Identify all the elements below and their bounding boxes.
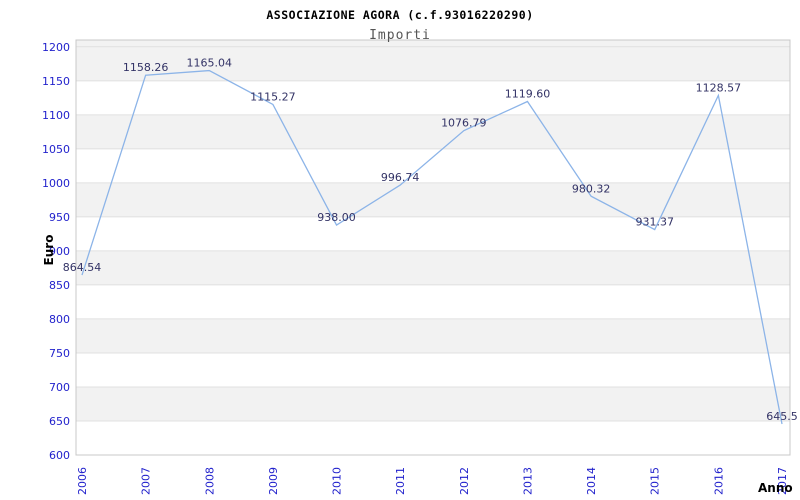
x-tick-label: 2010 — [331, 467, 344, 495]
data-point-label: 938.00 — [317, 211, 356, 224]
gridlines — [76, 46, 790, 422]
y-tick-label: 1150 — [42, 75, 70, 88]
x-tick-label: 2017 — [776, 467, 789, 495]
plot-band — [76, 114, 790, 149]
chart-subtitle: Importi — [369, 28, 431, 43]
x-tick-label: 2011 — [394, 467, 407, 495]
data-point-label: 864.54 — [63, 261, 102, 274]
chart-title: ASSOCIAZIONE AGORA (c.f.93016220290) — [266, 8, 533, 22]
data-line-layer — [81, 69, 783, 425]
x-tick-label: 2012 — [458, 467, 471, 495]
plot-band — [76, 182, 790, 217]
plot-band — [76, 40, 790, 81]
data-point-label: 645.5 — [766, 410, 798, 423]
y-axis-title: Euro — [42, 235, 56, 266]
data-point-label: 1165.04 — [187, 57, 233, 70]
data-point-label: 1119.60 — [505, 88, 551, 101]
y-tick-label: 700 — [49, 381, 70, 394]
data-point-label: 1115.27 — [250, 90, 296, 103]
y-tick-label: 750 — [49, 347, 70, 360]
y-tick-label: 1050 — [42, 143, 70, 156]
plot-band — [76, 386, 790, 421]
data-point-label: 980.32 — [572, 182, 611, 195]
data-point-label: 1158.26 — [123, 61, 169, 74]
data-point-label: 1076.79 — [441, 117, 487, 130]
x-axis-title: Anno — [758, 481, 793, 495]
y-tick-label: 850 — [49, 279, 70, 292]
x-axis-tick-labels: 2006 2007 2008 2009 2010 2011 2012 2013 2014 2015… — [76, 467, 789, 495]
x-tick-label: 2013 — [521, 467, 534, 495]
x-tick-label: 2014 — [585, 467, 598, 495]
x-tick-label: 2006 — [76, 467, 89, 495]
x-tick-label: 2007 — [140, 467, 153, 495]
data-point-label: 996.74 — [381, 171, 420, 184]
x-tick-label: 2015 — [649, 467, 662, 495]
data-point-labels: 864.54 1158.26 1165.04 1115.27 938.00 996.74 1… — [63, 57, 798, 423]
data-point-label: 1128.57 — [696, 81, 742, 94]
y-tick-label: 600 — [49, 449, 70, 462]
x-tick-label: 2016 — [712, 467, 725, 495]
x-tick-label: 2008 — [203, 467, 216, 495]
plot-border — [75, 39, 791, 456]
y-tick-label: 1200 — [42, 41, 70, 54]
y-axis-tick-labels: 600 650 700 750 800 850 900 950 1000 1050 1100 1150… — [42, 41, 70, 462]
data-line — [81, 69, 783, 425]
y-tick-label: 650 — [49, 415, 70, 428]
plot-band — [76, 250, 790, 285]
data-point-label: 931.37 — [635, 216, 674, 229]
x-tick-label: 2009 — [267, 467, 280, 495]
plot-bands — [76, 40, 790, 421]
y-tick-label: 800 — [49, 313, 70, 326]
y-tick-label: 1000 — [42, 177, 70, 190]
y-tick-label: 900 — [49, 245, 70, 258]
y-tick-label: 950 — [49, 211, 70, 224]
y-tick-label: 1100 — [42, 109, 70, 122]
plot-band — [76, 318, 790, 353]
